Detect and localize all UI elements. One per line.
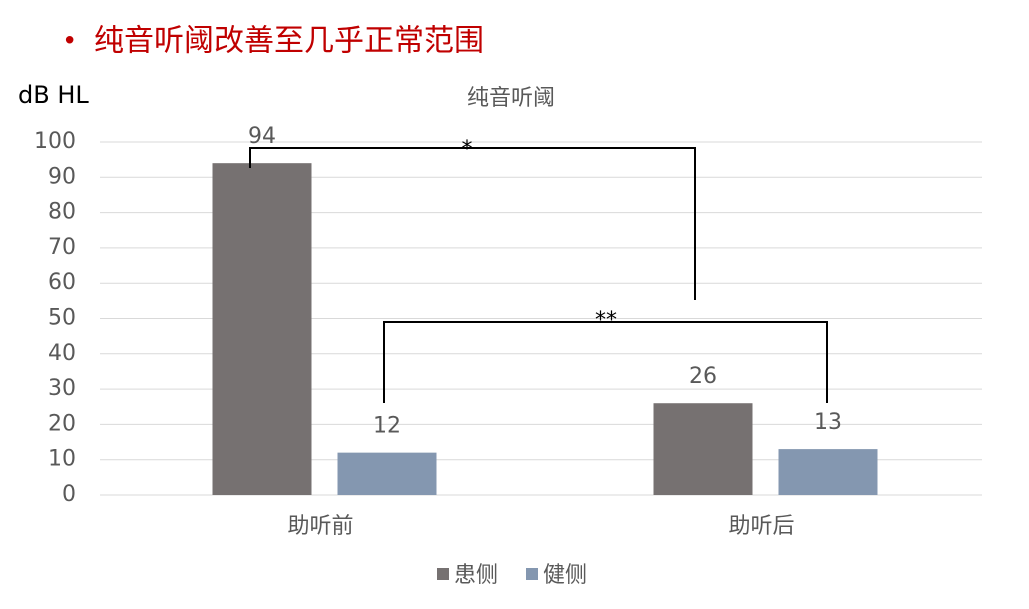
x-tick-label: 助听后 [728,514,794,539]
legend-swatch [526,568,538,580]
bar [212,163,312,495]
value-label: 12 [373,414,401,439]
annotation: * [462,137,473,162]
y-tick-label: 80 [48,200,76,225]
y-tick-label: 40 [48,341,76,366]
legend-swatch [437,568,449,580]
y-tick-label: 90 [48,164,76,189]
annotation: ** [595,308,617,333]
significance-bracket [383,321,828,403]
bar [778,449,878,495]
y-tick-label: 0 [62,482,76,507]
value-label: 26 [689,364,717,389]
y-tick-label: 30 [48,376,76,401]
legend-label: 健侧 [543,563,587,588]
bar [337,452,437,495]
headline: 纯音听阈改善至几乎正常范围 [94,24,484,59]
bullet: • [62,27,77,57]
y-tick-label: 10 [48,447,76,472]
value-label: 13 [814,410,842,435]
y-tick-label: 100 [34,129,76,154]
y-tick-label: 20 [48,411,76,436]
x-tick-label: 助听前 [287,514,353,539]
significance-bracket [249,147,696,300]
bar [653,403,753,495]
y-axis-label: dB HL [18,81,89,109]
y-tick-label: 50 [48,306,76,331]
legend-label: 患侧 [454,563,498,588]
value-label: 94 [248,124,276,149]
y-tick-label: 60 [48,270,76,295]
chart-title: 纯音听阈 [467,86,555,111]
y-tick-label: 70 [48,235,76,260]
